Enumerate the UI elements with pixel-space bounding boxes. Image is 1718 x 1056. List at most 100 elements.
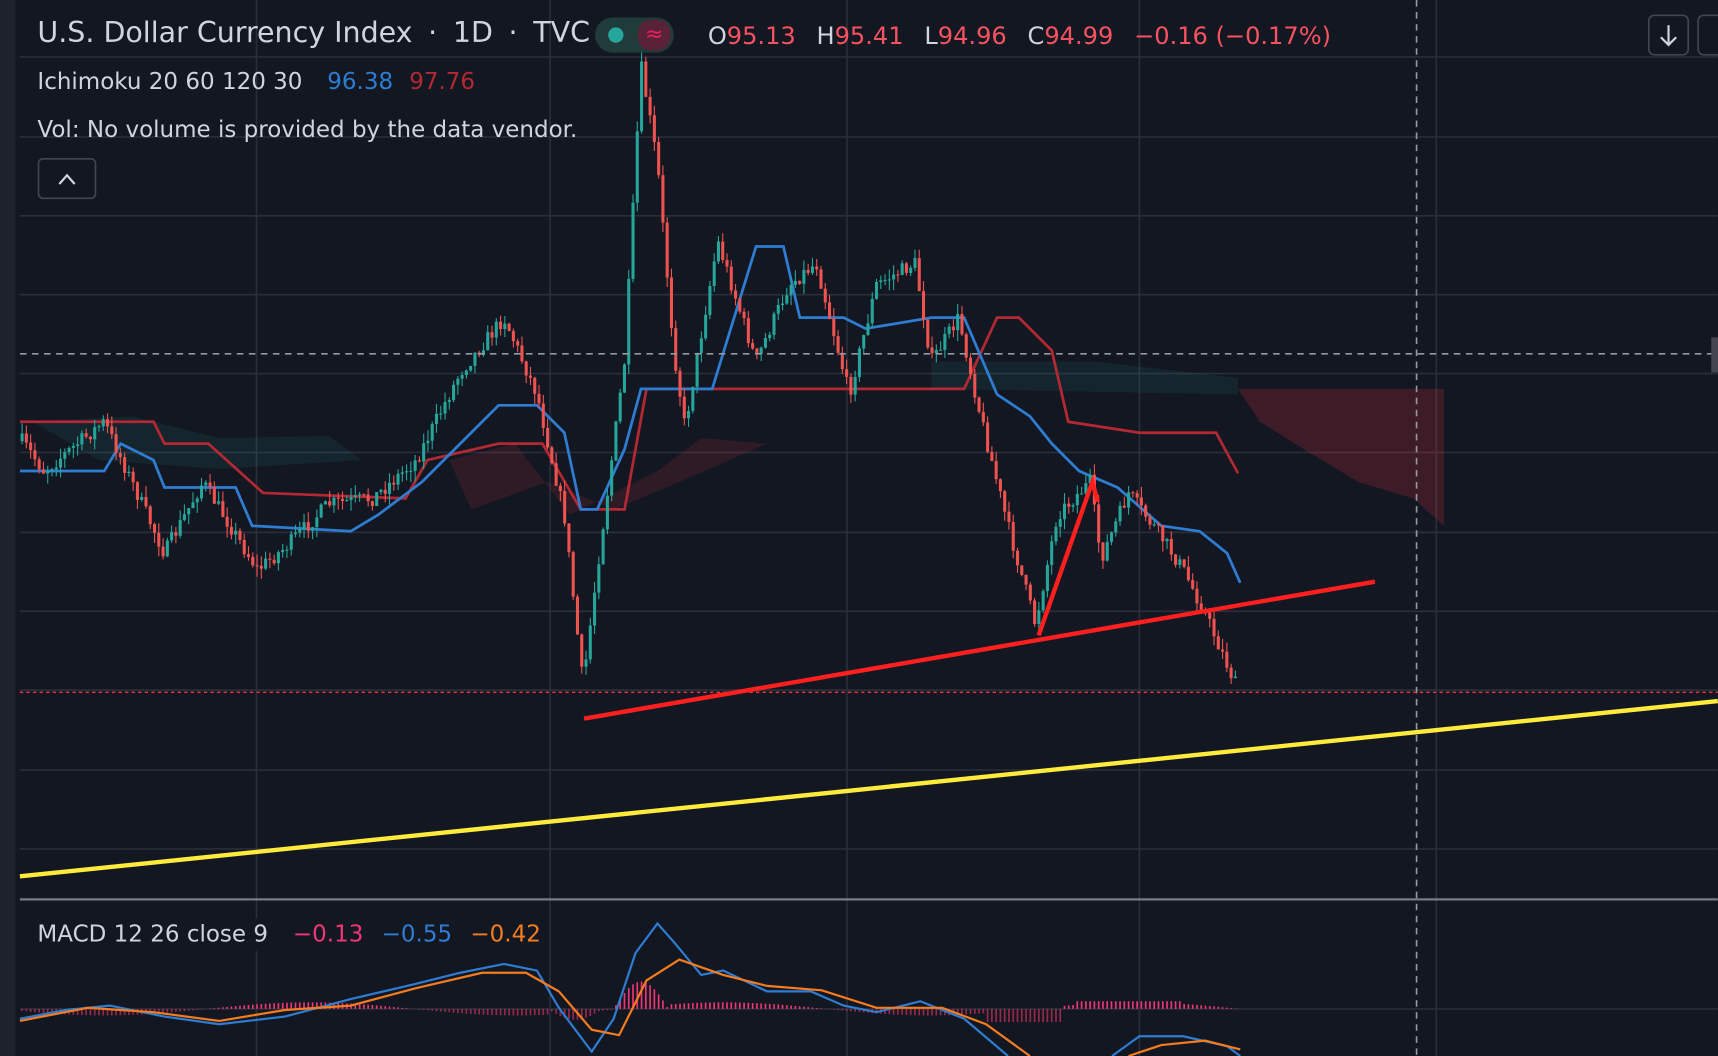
candle-body [964,334,968,358]
candle-body [554,463,558,486]
low-value: 94.96 [938,22,1007,50]
macd-legend-bg [33,917,507,951]
candle-body [379,489,383,493]
candles [20,50,1237,685]
candle-body [883,279,887,282]
candle-body [708,286,712,315]
candle-body [836,336,840,353]
candle-body [806,269,810,273]
candle-body [110,426,114,435]
candle-body [892,274,896,280]
candle-body [1199,603,1203,613]
candle-body [340,498,345,502]
candle-body [1075,493,1079,506]
macd-label: MACD 12 26 close 9 [37,921,268,947]
exchange: TVC [532,16,590,49]
candle-body [328,501,332,506]
candle-body [840,352,844,370]
cloud-red [449,438,767,515]
candle-body [345,500,349,502]
candle-body [772,313,776,335]
candle-body [584,659,588,667]
candle-body [41,469,45,474]
candle-body [486,332,490,351]
candle-body [1050,541,1054,565]
candle-body [447,400,451,403]
candle-body [729,266,733,291]
candle-body [383,489,387,494]
candle-body [845,369,849,377]
signal-line-2 [1128,1039,1241,1056]
candle-body [1015,550,1020,566]
candle-body [170,532,174,541]
candle-body [1208,612,1212,619]
legend-header: U.S. Dollar Currency Index · 1D · TVC [37,16,590,49]
candle-body [76,444,80,446]
status-symbol: ≈ [645,22,663,47]
candle-body [37,459,41,470]
macd-value: −0.13 [293,921,363,947]
interval: 1D [453,16,493,49]
candle-body [866,323,870,336]
candle-body [1062,503,1067,520]
candle-body [810,266,814,273]
candle-body [494,321,498,338]
candle-body [516,341,520,346]
candle-body [678,370,682,397]
candle-body [157,532,161,547]
collapse-icon [58,173,76,185]
candle-body [285,549,289,551]
candle-body [1020,565,1024,575]
macd-line [19,921,1009,1056]
candle-body [832,318,836,337]
candle-body [358,494,362,496]
candle-body [1229,667,1233,679]
candle-body [460,375,464,379]
candle-body [627,278,631,365]
candle-body [366,494,370,502]
candle-body [54,467,58,470]
candle-body [874,282,879,299]
candle-body [1028,584,1032,601]
candle-body [776,305,780,314]
candle-body [1037,610,1041,625]
candle-body [306,522,310,531]
ichimoku-label: Ichimoku 20 60 120 30 [37,69,302,95]
candle-body [413,460,417,471]
candle-body [862,335,866,349]
candle-body [610,460,614,496]
candle-body [281,549,285,553]
candle-body [375,492,379,507]
candle-body [1071,505,1075,507]
candle-body [1058,519,1062,527]
candle-body [178,520,182,536]
support-line [19,698,1718,879]
candle-body [605,495,609,530]
ichimoku-conversion-line [19,245,1242,584]
candle-body [1169,538,1173,555]
candle-body [528,375,533,378]
candle-body [67,447,71,453]
fullscreen-button[interactable] [1697,14,1718,56]
candle-body [934,350,938,354]
candle-body [973,373,977,398]
candle-body [481,350,486,355]
collapse-button[interactable] [37,158,97,200]
candle-body [507,323,511,331]
candle-body [960,313,964,335]
candle-body [1233,676,1237,679]
candle-body [580,634,584,667]
candle-body [452,384,456,401]
candle-body [558,485,562,492]
candle-body [802,269,806,284]
candle-body [1195,588,1199,604]
candle-body [1221,649,1225,652]
candle-body [1127,492,1131,508]
candle-body [140,497,144,500]
candle-body [204,482,208,486]
candle-body [97,426,101,428]
candle-body [541,403,545,428]
candle-body [1003,491,1007,512]
trend-line [583,579,1376,721]
close-value: 94.99 [1044,22,1113,50]
